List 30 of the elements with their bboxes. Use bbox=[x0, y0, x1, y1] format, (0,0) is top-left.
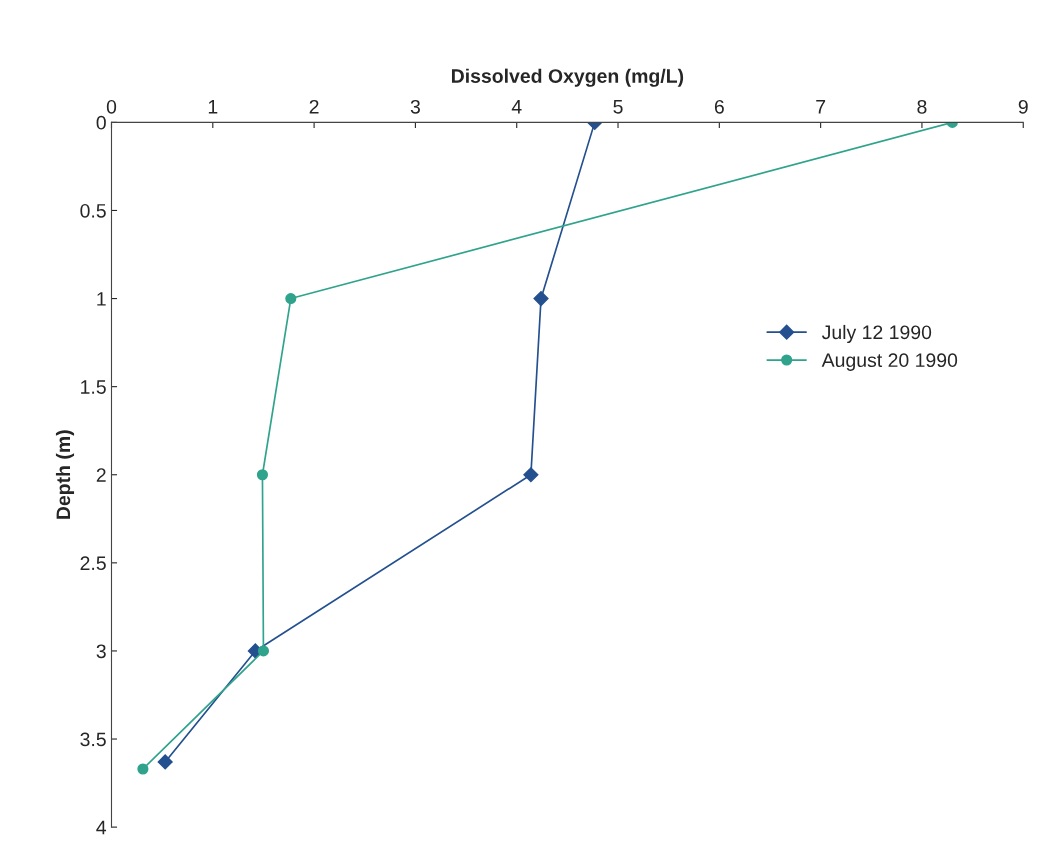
legend-label: August 20 1990 bbox=[821, 353, 958, 371]
x-tick-label: 0 bbox=[106, 99, 117, 114]
y-axis-title: Depth (m) bbox=[55, 430, 75, 519]
y-tick-label: 3.5 bbox=[80, 732, 106, 747]
y-tick-label: 2 bbox=[96, 468, 106, 482]
point bbox=[523, 467, 539, 483]
x-tick-label: 8 bbox=[917, 99, 927, 114]
x-tick-label: 7 bbox=[816, 100, 826, 114]
x-tick-label: 2 bbox=[309, 99, 319, 114]
point bbox=[285, 293, 297, 305]
y-tick-label: 2.5 bbox=[80, 556, 106, 571]
x-tick-label: 5 bbox=[613, 100, 623, 114]
x-axis-title: Dissolved Oxygen (mg/L) bbox=[451, 68, 684, 87]
legend-label: July 12 1990 bbox=[821, 324, 932, 344]
point bbox=[257, 645, 270, 657]
point bbox=[533, 290, 549, 307]
point bbox=[157, 754, 173, 770]
x-tick-label: 9 bbox=[1018, 99, 1028, 114]
x-tick-label: 1 bbox=[208, 100, 218, 114]
x-tick-label: 4 bbox=[511, 100, 522, 114]
x-tick-label: 3 bbox=[410, 99, 420, 114]
x-tick-label: 6 bbox=[714, 99, 724, 114]
y-tick-label: 3 bbox=[96, 644, 106, 659]
point bbox=[137, 763, 149, 775]
y-tick-label: 1 bbox=[97, 292, 106, 306]
y-tick-label: 0 bbox=[96, 115, 106, 130]
point bbox=[256, 469, 268, 481]
y-tick-label: 1.5 bbox=[81, 380, 106, 394]
y-tick-label: 0.5 bbox=[80, 203, 106, 218]
y-tick-label: 4 bbox=[96, 820, 107, 835]
